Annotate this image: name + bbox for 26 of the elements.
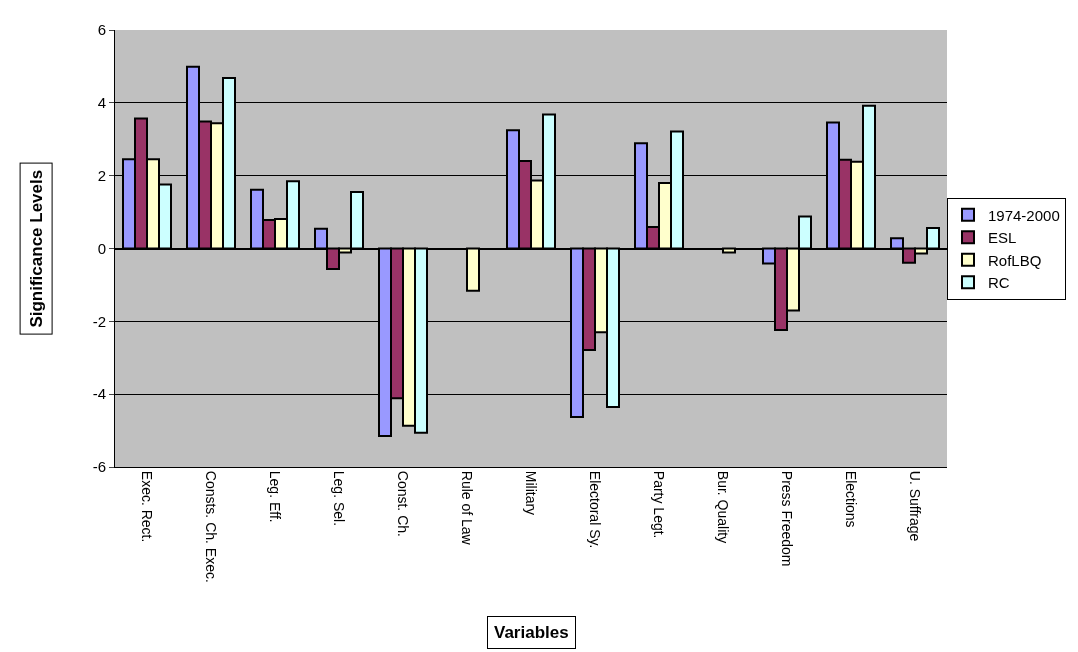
- y-tick-label: -6: [92, 458, 106, 476]
- x-tick-label: Electoral Sy.: [587, 470, 604, 549]
- y-tick-label: 2: [97, 166, 106, 184]
- legend-label: RC: [988, 274, 1010, 292]
- x-tick-label: Elections: [843, 470, 860, 528]
- legend-label: 1974-2000: [988, 206, 1060, 224]
- x-tick-label: Exec. Rect.: [139, 470, 156, 543]
- x-tick-label: Leg. Eff.: [267, 470, 284, 523]
- x-axis-title: Variables: [494, 623, 569, 642]
- legend-label: RofLBQ: [988, 251, 1042, 269]
- y-tick-label: 6: [97, 21, 106, 39]
- y-tick-label: 0: [97, 239, 106, 257]
- x-tick-label: U. Suffrage: [907, 470, 924, 542]
- x-tick-label: Consts. Ch. Exec.: [203, 470, 220, 583]
- x-tick-label: Press Freedom: [779, 470, 796, 567]
- y-axis-title: Significance Levels: [26, 169, 46, 328]
- legend-label: ESL: [988, 229, 1017, 247]
- x-tick-label: Military: [523, 470, 540, 516]
- x-tick-label: Party Legt.: [651, 470, 668, 539]
- y-tick-label: 4: [97, 94, 106, 112]
- x-tick-label: Rule of Law: [459, 470, 476, 546]
- x-tick-label: Leg. Sel.: [331, 470, 348, 527]
- x-tick-label: Bur. Quality: [715, 470, 732, 544]
- y-tick-label: -4: [92, 385, 106, 403]
- y-tick-label: -2: [92, 312, 106, 330]
- x-tick-label: Const. Ch.: [395, 470, 412, 537]
